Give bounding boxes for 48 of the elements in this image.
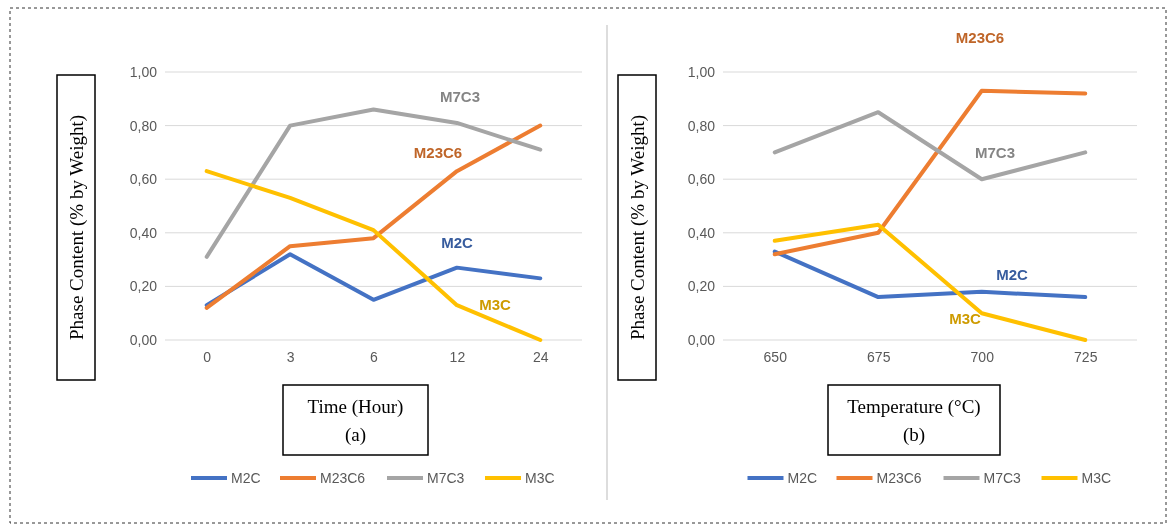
legend-label: M7C3 xyxy=(983,469,1022,486)
y-axis-title: Phase Content (% by Weight) xyxy=(66,114,88,341)
y-tick-label: 0,60 xyxy=(129,171,158,188)
y-tick-label: 0,20 xyxy=(687,278,716,295)
legend-label: M3C xyxy=(1081,469,1112,486)
x-axis-title: Temperature (°C) xyxy=(847,396,981,418)
x-tick-label: 725 xyxy=(1074,348,1098,365)
y-tick-label: 1,00 xyxy=(687,63,716,80)
y-tick-label: 0,60 xyxy=(687,171,716,188)
y-tick-label: 1,00 xyxy=(129,63,158,80)
text: (a) xyxy=(344,424,367,446)
text: M7C3 xyxy=(439,88,481,106)
y-tick-label: 0,80 xyxy=(687,117,716,134)
text: M3C xyxy=(479,296,511,314)
x-tick-label: 12 xyxy=(449,348,466,365)
y-tick-label: 0,40 xyxy=(687,224,716,241)
legend-label: M3C xyxy=(525,469,555,486)
text: M2C xyxy=(996,266,1028,284)
legend-label: M23C6 xyxy=(320,469,366,486)
legend-label: M23C6 xyxy=(876,469,922,486)
line-series xyxy=(772,222,1088,342)
y-tick-label: 0,20 xyxy=(129,278,158,295)
line-series xyxy=(204,169,543,342)
text: M2C xyxy=(441,234,473,252)
x-axis-title: Time (Hour) xyxy=(307,396,404,418)
line-series xyxy=(204,123,543,310)
text: M7C3 xyxy=(974,144,1016,162)
line-series xyxy=(772,88,1088,257)
y-tick-label: 0,80 xyxy=(129,117,158,134)
x-tick-label: 650 xyxy=(763,348,788,365)
y-axis-title: Phase Content (% by Weight) xyxy=(627,114,649,341)
line-series xyxy=(204,107,543,259)
x-tick-label: 6 xyxy=(370,348,379,365)
text: (b) xyxy=(902,424,926,446)
x-tick-label: 3 xyxy=(286,348,295,365)
legend-label: M2C xyxy=(231,469,261,486)
x-tick-label: 24 xyxy=(533,348,549,365)
legend-label: M2C xyxy=(787,469,818,486)
x-tick-label: 0 xyxy=(203,348,212,365)
x-tick-label: 675 xyxy=(867,348,891,365)
y-tick-label: 0,00 xyxy=(129,331,158,348)
legend-label: M7C3 xyxy=(427,469,465,486)
x-tick-label: 700 xyxy=(970,348,995,365)
y-tick-label: 0,40 xyxy=(129,224,158,241)
y-tick-label: 0,00 xyxy=(687,331,716,348)
text: M23C6 xyxy=(413,144,463,162)
text: M3C xyxy=(949,310,981,328)
text: M23C6 xyxy=(955,29,1005,47)
